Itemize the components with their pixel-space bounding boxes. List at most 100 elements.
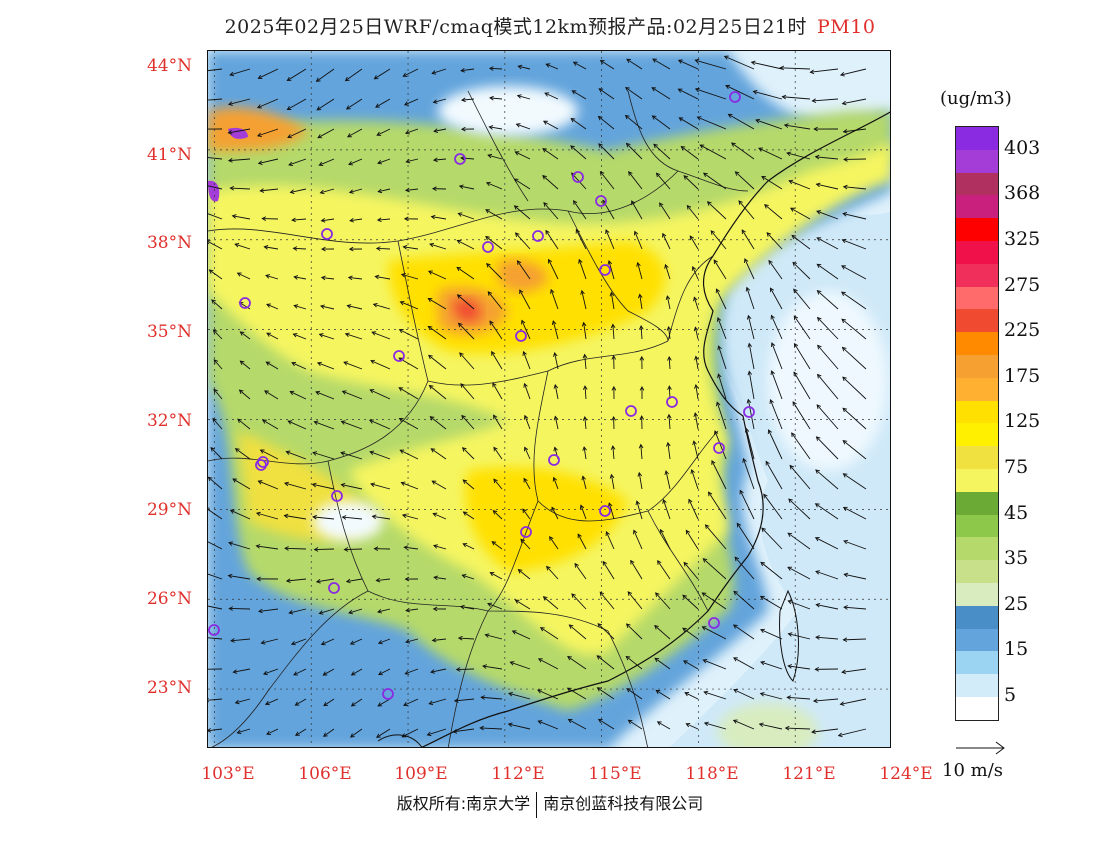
wind-arrow bbox=[264, 390, 279, 400]
wind-arrow bbox=[460, 155, 475, 161]
wind-arrow bbox=[759, 595, 783, 610]
wind-arrow bbox=[770, 370, 783, 400]
wind-arrow bbox=[717, 345, 727, 370]
wind-arrow bbox=[734, 556, 755, 580]
wind-arrow bbox=[428, 384, 447, 400]
wind-arrow bbox=[315, 390, 335, 400]
city-marker bbox=[532, 230, 544, 242]
wind-arrow bbox=[229, 185, 251, 191]
wind-arrow bbox=[460, 68, 475, 73]
wind-arrow bbox=[517, 64, 531, 70]
wind-arrow bbox=[693, 296, 699, 310]
wind-vectors bbox=[208, 55, 867, 738]
city-marker bbox=[393, 350, 405, 362]
wind-arrow bbox=[405, 158, 419, 164]
wind-arrow bbox=[208, 541, 223, 550]
wind-arrow bbox=[690, 468, 699, 490]
colorbar-label: 403 bbox=[1004, 136, 1041, 159]
wind-arrow bbox=[266, 728, 279, 735]
wind-arrow bbox=[432, 606, 447, 612]
wind-arrow bbox=[759, 692, 783, 700]
wind-arrow bbox=[582, 385, 588, 400]
wind-arrow bbox=[487, 291, 503, 310]
wind-arrow bbox=[455, 667, 475, 672]
wind-arrow bbox=[752, 89, 783, 100]
wind-arrow bbox=[625, 655, 643, 670]
wind-arrow bbox=[841, 265, 867, 280]
city-marker bbox=[257, 456, 269, 468]
colorbar-label: 225 bbox=[1004, 319, 1041, 342]
wind-arrow bbox=[523, 477, 531, 490]
wind-arrow bbox=[717, 373, 727, 400]
colorbar-swatch bbox=[956, 309, 998, 333]
wind-arrow bbox=[685, 529, 699, 550]
wind-arrow bbox=[213, 388, 223, 400]
wind-arrow bbox=[349, 217, 363, 223]
wind-arrow bbox=[572, 61, 587, 70]
wind-arrow bbox=[523, 414, 531, 430]
pollution-nw-orange bbox=[208, 107, 308, 151]
wind-arrow bbox=[630, 559, 643, 580]
lat-label-29: 29°N bbox=[146, 500, 192, 520]
wind-arrow bbox=[265, 274, 279, 280]
wind-arrow bbox=[609, 473, 615, 490]
city-marker bbox=[328, 582, 340, 594]
wind-arrow bbox=[369, 389, 391, 400]
wind-arrow bbox=[514, 151, 531, 160]
wind-arrow bbox=[457, 212, 475, 220]
wind-arrow bbox=[213, 359, 223, 370]
wind-arrow bbox=[456, 239, 475, 250]
city-marker bbox=[208, 624, 220, 636]
wind-arrow bbox=[377, 698, 391, 707]
city-marker bbox=[708, 617, 720, 629]
wind-arrow bbox=[577, 533, 587, 550]
wind-arrow bbox=[461, 573, 475, 580]
wind-arrow bbox=[285, 578, 307, 583]
wind-arrow bbox=[841, 291, 867, 310]
wind-arrow bbox=[313, 547, 335, 552]
wind-arrow bbox=[318, 158, 335, 167]
wind-arrow bbox=[349, 638, 363, 645]
wind-arrow bbox=[843, 572, 867, 580]
wind-arrow bbox=[322, 728, 335, 737]
lat-label-23: 23°N bbox=[146, 678, 192, 698]
wind-arrow bbox=[208, 157, 223, 160]
wind-arrow bbox=[694, 58, 727, 70]
wind-arrow bbox=[787, 632, 811, 640]
wind-arrow bbox=[733, 688, 755, 700]
wind-arrow bbox=[255, 511, 279, 520]
city-marker bbox=[599, 505, 611, 517]
wind-arrow bbox=[313, 420, 335, 430]
wind-arrow bbox=[427, 325, 447, 340]
wind-arrow bbox=[694, 87, 727, 100]
wind-arrow bbox=[480, 695, 503, 700]
city-marker bbox=[548, 454, 560, 466]
wind-arrow bbox=[732, 624, 755, 640]
wind-arrow bbox=[373, 546, 391, 552]
colorbar-label: 15 bbox=[1004, 638, 1029, 661]
wind-arrow bbox=[491, 541, 503, 550]
copyright-notice: 版权所有:南京大学 南京创蓝科技有限公司 bbox=[0, 790, 1100, 818]
wind-arrow bbox=[843, 605, 867, 610]
wind-arrow bbox=[230, 638, 251, 643]
wind-arrow bbox=[514, 232, 531, 250]
wind-arrow bbox=[738, 200, 755, 220]
wind-arrow bbox=[597, 115, 615, 130]
wind-arrow bbox=[781, 94, 811, 100]
wind-arrow bbox=[452, 728, 475, 734]
colorbar-swatch bbox=[956, 423, 998, 447]
wind-arrow bbox=[553, 415, 559, 430]
wind-arrow bbox=[404, 128, 419, 135]
wind-arrow bbox=[369, 450, 391, 460]
wind-arrow bbox=[519, 289, 531, 310]
city-marker bbox=[743, 406, 755, 418]
wind-arrow bbox=[733, 590, 755, 610]
wind-arrow bbox=[259, 188, 279, 193]
wind-arrow bbox=[723, 55, 755, 70]
wind-arrow bbox=[635, 500, 643, 520]
wind-arrow bbox=[573, 200, 587, 220]
wind-arrow bbox=[348, 246, 363, 252]
wind-arrow bbox=[237, 418, 251, 430]
city-marker bbox=[572, 171, 584, 183]
wind-arrow bbox=[239, 331, 251, 340]
